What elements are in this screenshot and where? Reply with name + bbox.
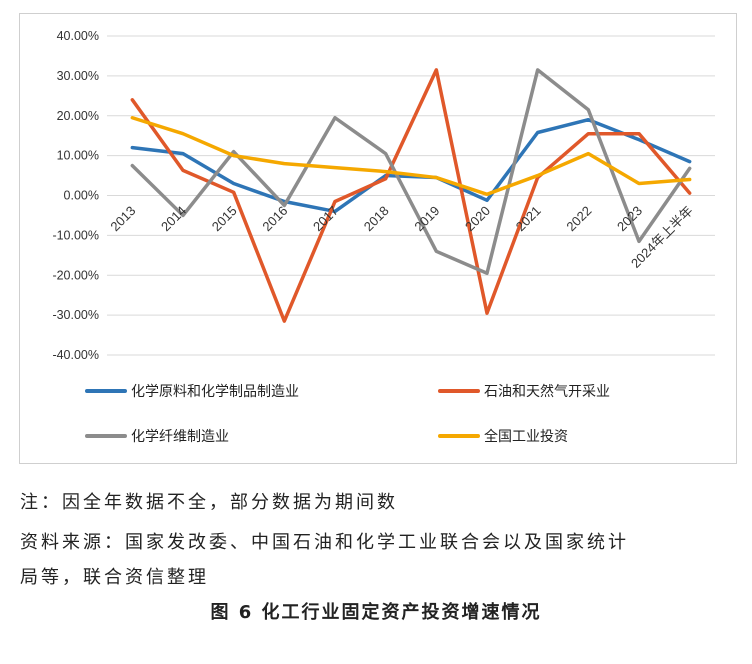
source-text-continued: 局等，联合资信整理: [20, 567, 209, 588]
legend-label: 石油和天然气开采业: [484, 383, 610, 400]
x-axis-ticks: 2013 2014 2015 2016 2017 2018 2019 2020 2021 2022…: [107, 203, 695, 271]
x-tick-label: 2015: [209, 203, 240, 234]
chart-frame: -40.00% -30.00% -20.00% -10.00% 0.00% 10.00% 2…: [19, 13, 737, 464]
y-tick-label: 40.00%: [57, 29, 99, 43]
x-tick-label: 2013: [107, 203, 138, 234]
x-tick-label: 2023: [614, 203, 645, 234]
y-tick-label: 30.00%: [57, 69, 99, 83]
y-tick-label: -30.00%: [52, 308, 99, 322]
y-tick-label: 10.00%: [57, 149, 99, 163]
legend-label: 化学纤维制造业: [131, 429, 229, 445]
x-tick-label: 2021: [513, 203, 544, 234]
note-text: 注：因全年数据不全，部分数据为期间数: [20, 492, 398, 513]
x-tick-label: 2014: [158, 203, 189, 234]
series-line: [130, 68, 692, 276]
y-tick-label: -40.00%: [52, 348, 99, 362]
x-tick-label: 2022: [563, 203, 594, 234]
y-tick-label: -20.00%: [52, 268, 99, 282]
line-chart: -40.00% -30.00% -20.00% -10.00% 0.00% 10.00% 2…: [52, 29, 715, 445]
series-line: [130, 117, 692, 214]
legend-label: 化学原料和化学制品制造业: [131, 384, 299, 400]
x-tick-label: 2016: [259, 203, 290, 234]
source-text: 资料来源：国家发改委、中国石油和化学工业联合会以及国家统计: [20, 532, 629, 553]
series-line: [130, 115, 692, 197]
grid: [107, 35, 715, 356]
y-axis-ticks: -40.00% -30.00% -20.00% -10.00% 0.00% 10.00% 2…: [52, 29, 99, 362]
y-tick-label: 0.00%: [64, 189, 99, 203]
series-lines: [130, 68, 692, 323]
x-tick-label: 2018: [361, 203, 392, 234]
y-tick-label: -10.00%: [52, 228, 99, 242]
legend-label: 全国工业投资: [484, 428, 568, 445]
y-tick-label: 20.00%: [57, 109, 99, 123]
figure-caption: 图 6 化工行业固定资产投资增速情况: [210, 602, 542, 623]
